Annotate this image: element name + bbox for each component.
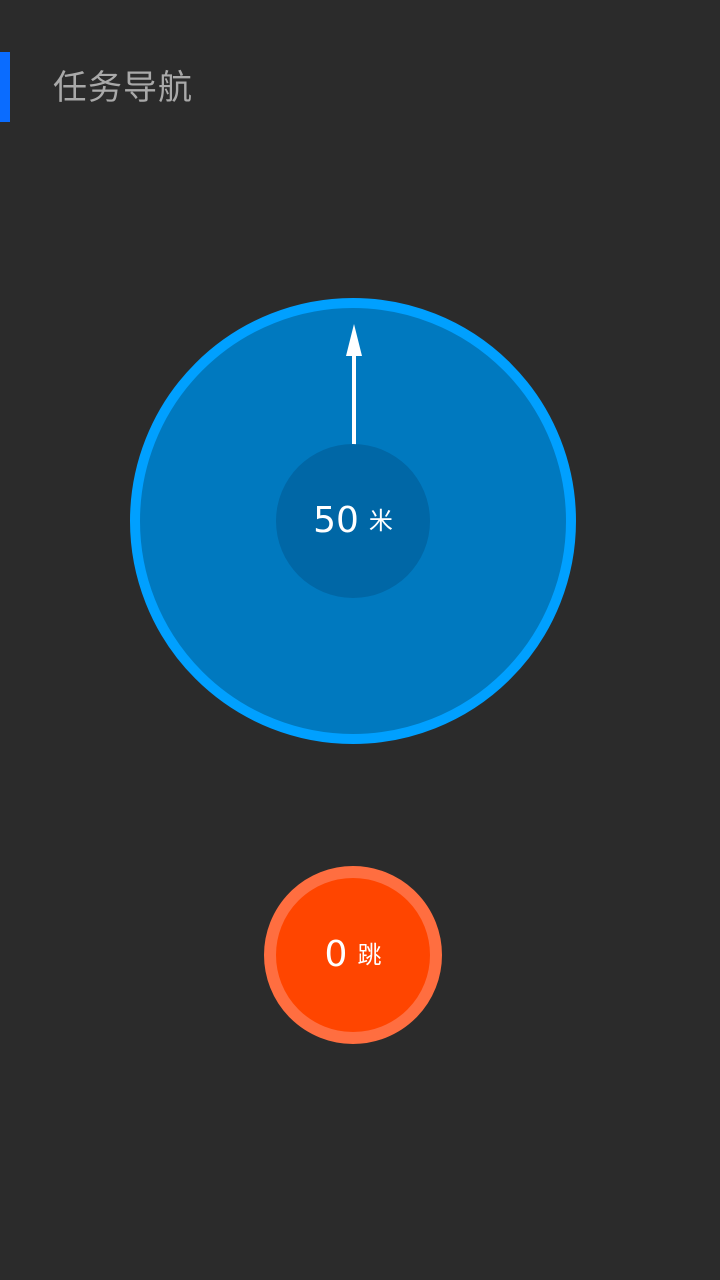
jump-button[interactable]: 0 跳 [264,866,442,1044]
distance-readout: 50 米 [276,444,430,598]
arrow-head [346,324,362,356]
header-accent-bar [0,52,10,122]
distance-unit: 米 [368,507,393,535]
distance-value: 50 [313,500,359,541]
page-header: 任务导航 [0,52,720,122]
page-title: 任务导航 [53,68,193,108]
jump-count: 0 [324,934,348,975]
jump-unit: 跳 [357,941,382,969]
up-arrow-icon [346,324,362,446]
